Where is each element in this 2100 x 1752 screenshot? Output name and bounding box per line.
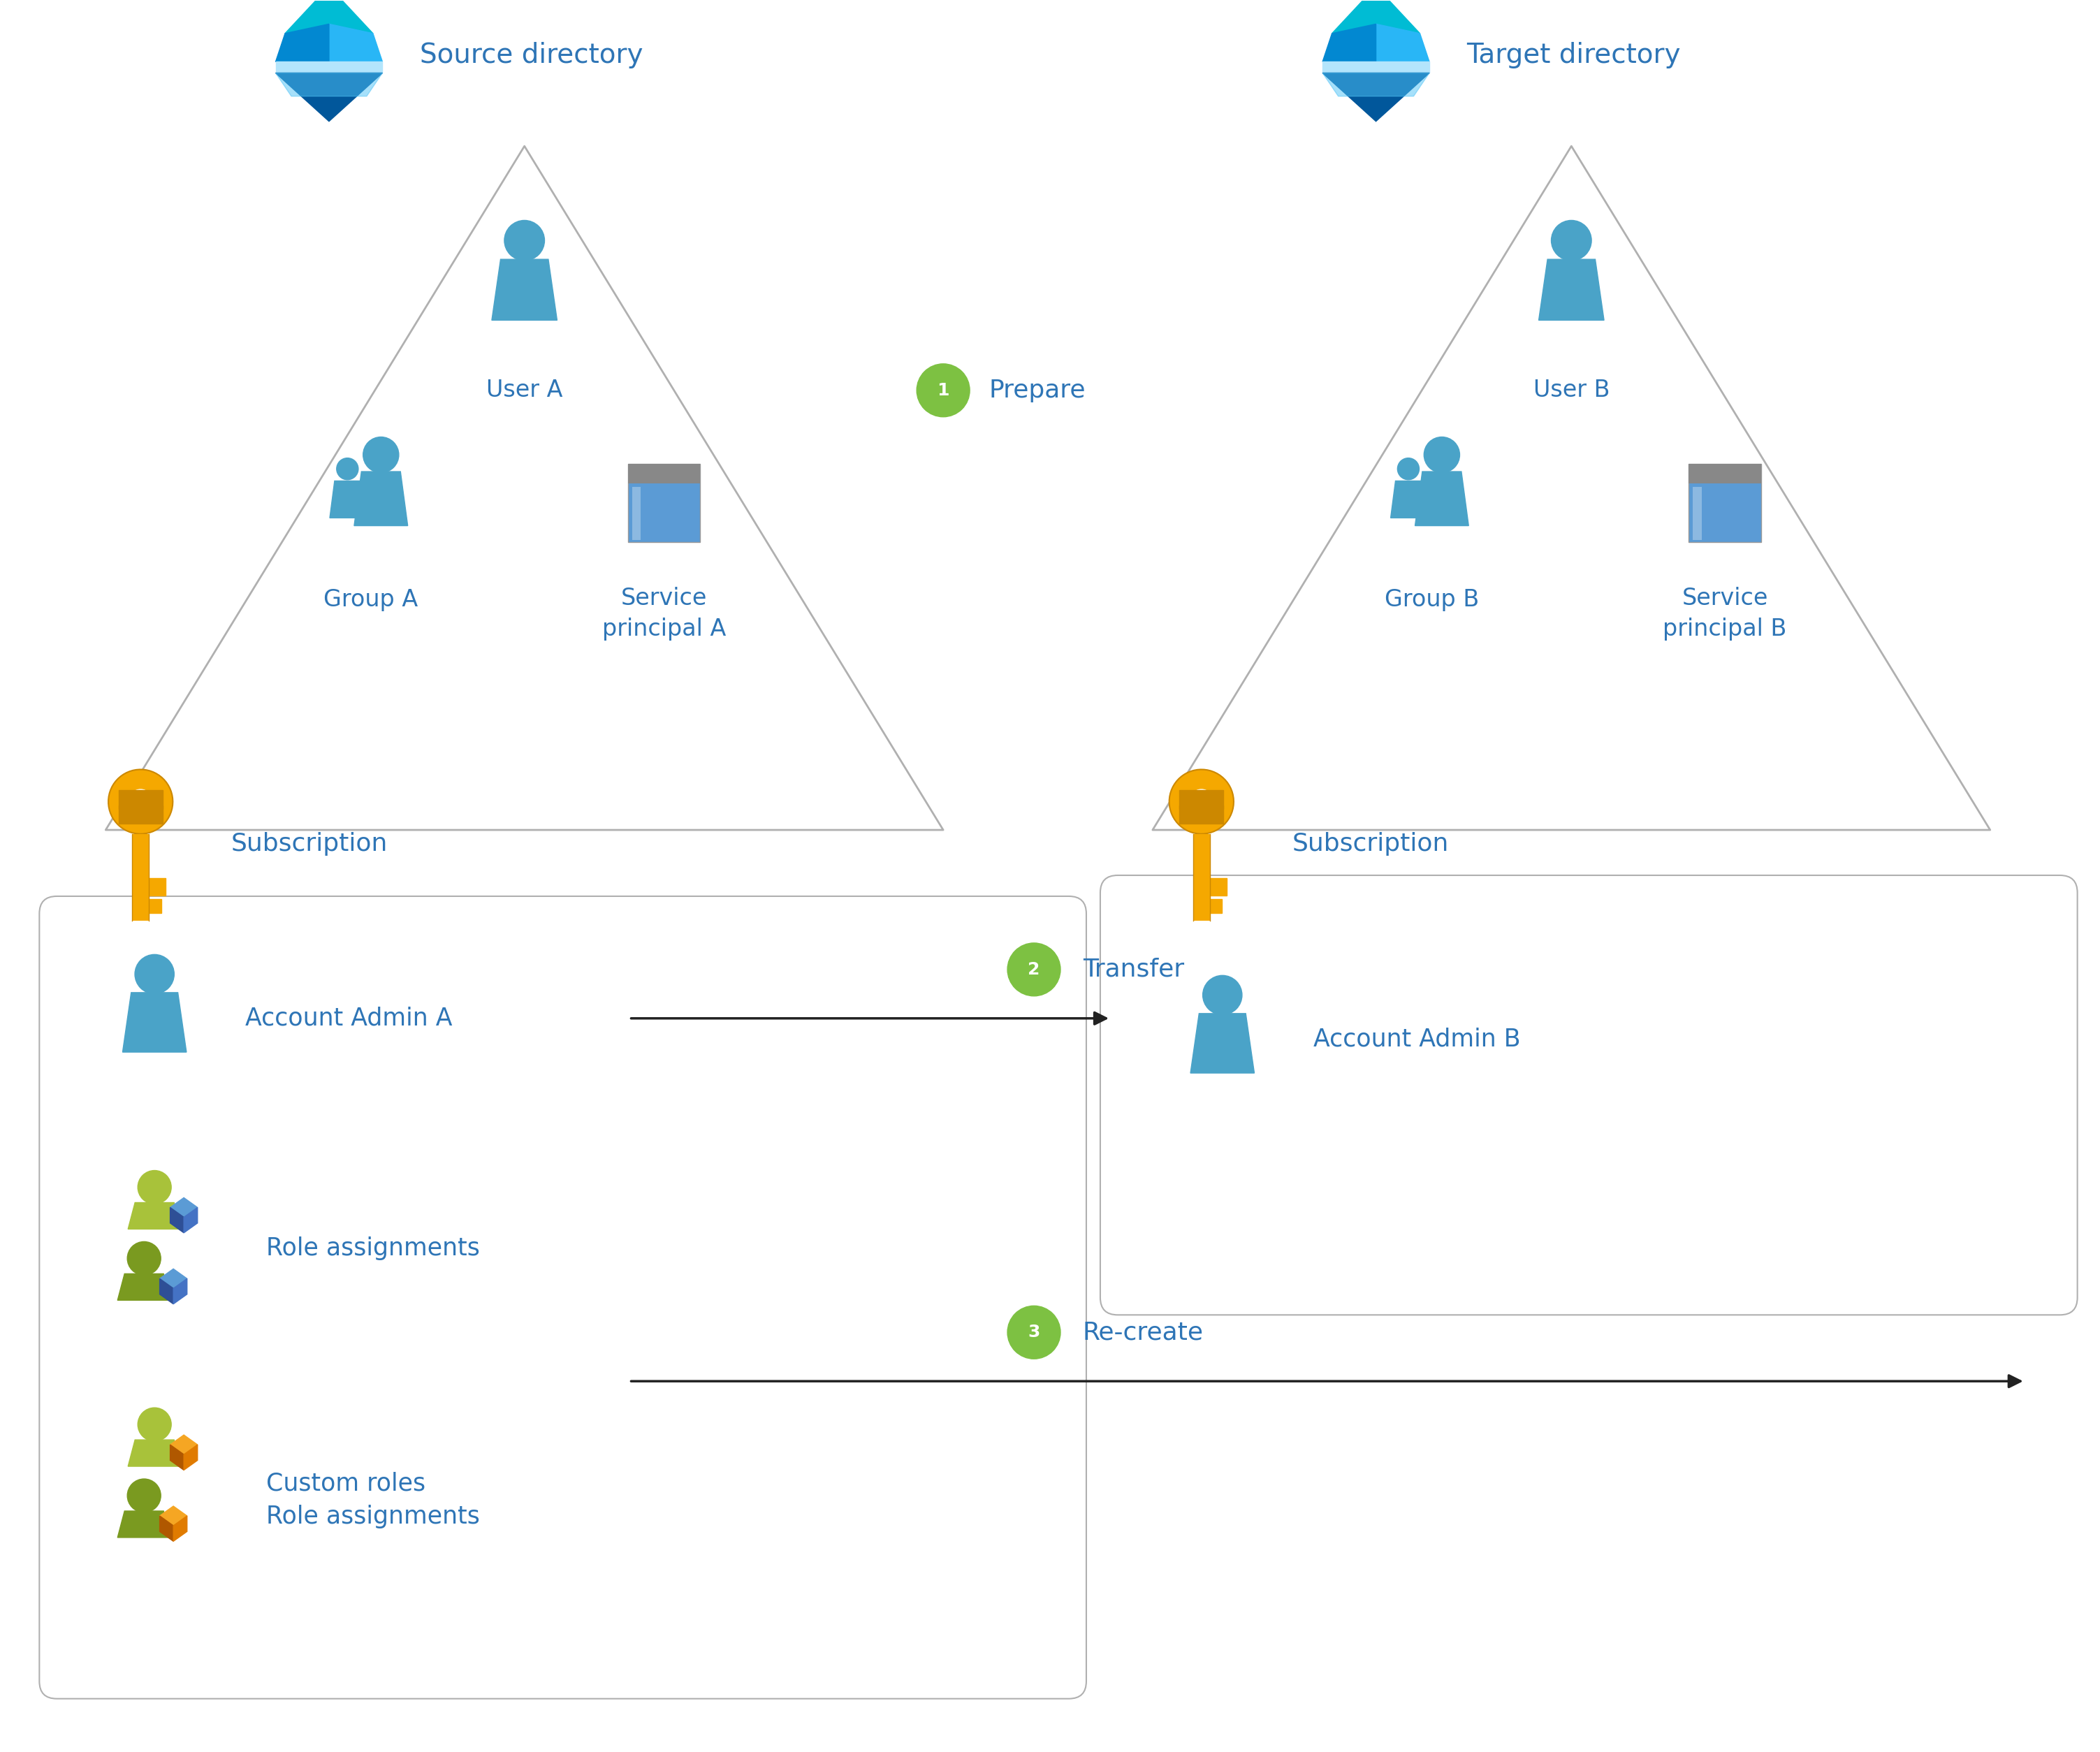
Text: Target directory: Target directory [1466,42,1680,68]
Polygon shape [149,878,166,895]
Polygon shape [1180,806,1224,823]
Circle shape [1008,1305,1060,1360]
FancyBboxPatch shape [132,834,149,920]
Polygon shape [275,74,382,121]
Text: Subscription: Subscription [1292,832,1449,855]
Circle shape [1424,436,1460,473]
Circle shape [1203,976,1241,1014]
Text: Service
principal B: Service principal B [1663,587,1787,639]
FancyBboxPatch shape [40,897,1086,1699]
Polygon shape [1539,259,1604,321]
FancyBboxPatch shape [1693,487,1701,540]
FancyBboxPatch shape [1688,464,1762,484]
Circle shape [918,364,970,417]
Text: 2: 2 [1027,962,1040,978]
Polygon shape [118,1510,170,1538]
Polygon shape [1210,878,1226,895]
Text: Group B: Group B [1384,589,1478,611]
Polygon shape [1323,25,1376,61]
Circle shape [504,221,544,261]
Polygon shape [160,1279,174,1303]
Polygon shape [118,806,162,823]
Polygon shape [1191,1013,1254,1072]
Polygon shape [491,259,556,321]
Text: Group A: Group A [323,589,418,611]
Polygon shape [149,899,162,913]
Polygon shape [275,74,382,96]
Polygon shape [275,61,382,74]
Circle shape [139,1407,172,1442]
Polygon shape [1390,480,1426,519]
Polygon shape [118,790,162,809]
Text: Custom roles
Role assignments: Custom roles Role assignments [267,1472,481,1528]
Polygon shape [330,25,382,61]
FancyBboxPatch shape [632,487,640,540]
Polygon shape [275,25,330,61]
Polygon shape [1323,74,1430,121]
Polygon shape [330,480,365,519]
Polygon shape [1170,769,1233,834]
FancyBboxPatch shape [1100,876,2077,1316]
Polygon shape [1323,74,1430,96]
Circle shape [1552,221,1592,261]
FancyBboxPatch shape [1688,464,1762,541]
Polygon shape [170,1198,197,1218]
FancyBboxPatch shape [628,464,699,484]
Polygon shape [128,1440,181,1466]
Polygon shape [170,1435,197,1454]
Polygon shape [122,993,187,1053]
Text: User B: User B [1533,378,1609,401]
Polygon shape [1376,25,1430,61]
Polygon shape [185,1207,197,1233]
Text: Account Admin B: Account Admin B [1312,1027,1520,1051]
Text: Role assignments: Role assignments [267,1237,481,1260]
Polygon shape [170,1445,185,1470]
Polygon shape [160,1507,187,1526]
Polygon shape [128,1202,181,1230]
Circle shape [128,1242,162,1275]
Polygon shape [1331,0,1420,33]
Circle shape [1008,943,1060,997]
Text: Service
principal A: Service principal A [603,587,727,639]
Circle shape [336,457,359,480]
Polygon shape [174,1515,187,1542]
Polygon shape [355,471,407,526]
Text: Subscription: Subscription [231,832,388,855]
FancyBboxPatch shape [628,464,699,541]
Circle shape [128,1479,162,1512]
FancyBboxPatch shape [1193,834,1210,920]
Text: 1: 1 [937,382,949,399]
Text: 3: 3 [1027,1325,1040,1340]
Polygon shape [1210,899,1222,913]
Text: Transfer: Transfer [1084,958,1184,981]
Circle shape [128,790,153,815]
Polygon shape [286,0,374,33]
Polygon shape [160,1268,187,1288]
Polygon shape [174,1279,187,1303]
Text: Re-create: Re-create [1084,1321,1203,1344]
Polygon shape [1180,790,1224,809]
Text: Account Admin A: Account Admin A [246,1006,452,1030]
Circle shape [1189,790,1214,815]
Circle shape [139,1170,172,1204]
Polygon shape [185,1445,197,1470]
Polygon shape [118,1274,170,1300]
Polygon shape [170,1207,185,1233]
Circle shape [134,955,174,993]
Polygon shape [1323,61,1430,74]
Circle shape [1396,457,1420,480]
Polygon shape [1415,471,1468,526]
Text: User A: User A [487,378,563,401]
Polygon shape [109,769,172,834]
Circle shape [363,436,399,473]
Text: Source directory: Source directory [420,42,643,68]
Polygon shape [160,1515,174,1542]
Text: Prepare: Prepare [989,378,1086,403]
